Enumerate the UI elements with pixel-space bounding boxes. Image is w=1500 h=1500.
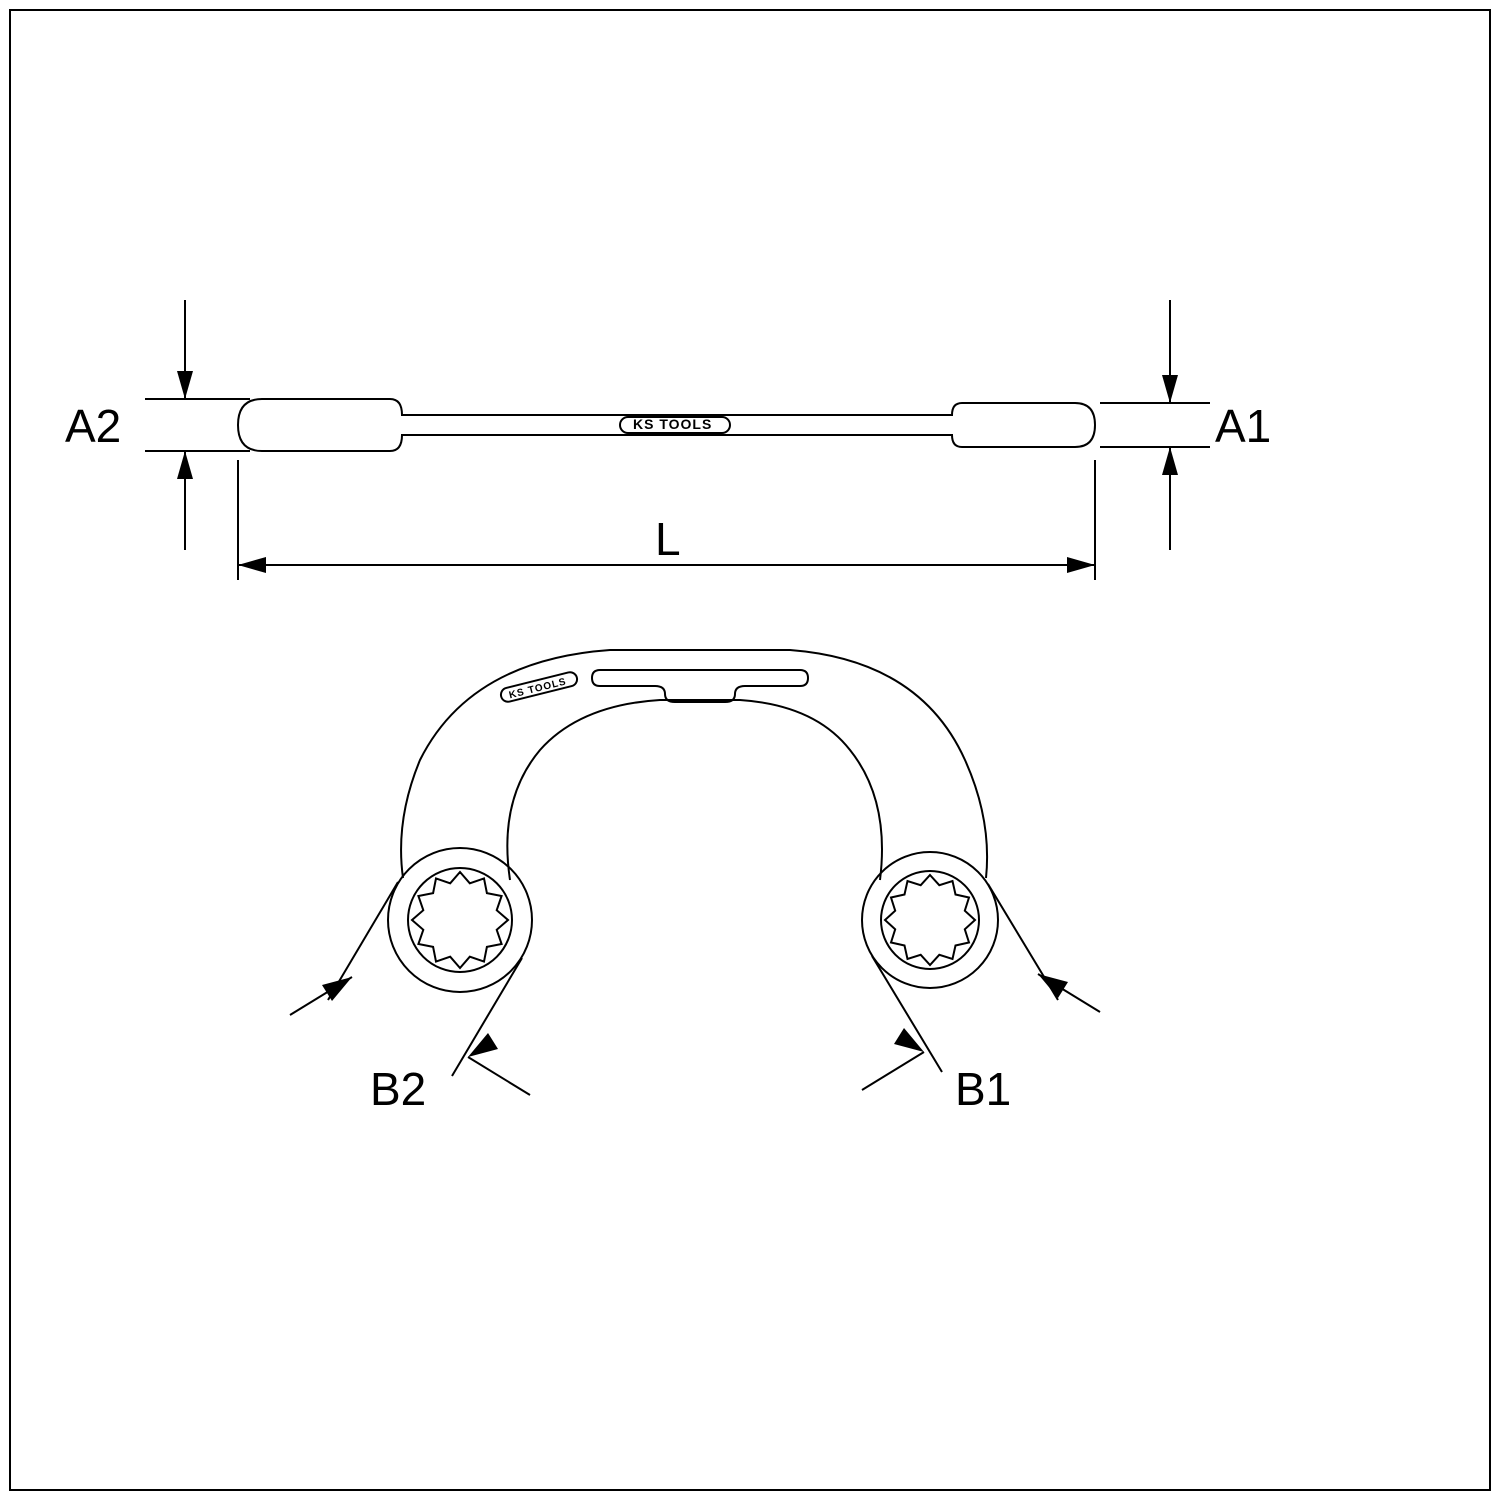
ring-left (388, 848, 532, 992)
technical-drawing: A2 A1 KS TOOLS L KS TOOLS (0, 0, 1500, 1500)
svg-text:KS TOOLS: KS TOOLS (633, 416, 712, 432)
logo-top: KS TOOLS (620, 416, 730, 433)
dim-b2: B2 (290, 882, 530, 1115)
label-a1: A1 (1215, 400, 1271, 452)
bottom-view: KS TOOLS B2 B1 (290, 650, 1100, 1115)
ring-right (862, 852, 998, 988)
dim-b1: B1 (862, 884, 1100, 1115)
label-a2: A2 (65, 400, 121, 452)
top-view: A2 A1 KS TOOLS L (65, 300, 1271, 580)
label-b2: B2 (370, 1063, 426, 1115)
frame-border (10, 10, 1490, 1490)
logo-bottom: KS TOOLS (499, 671, 578, 703)
label-b1: B1 (955, 1063, 1011, 1115)
label-l: L (655, 513, 681, 565)
